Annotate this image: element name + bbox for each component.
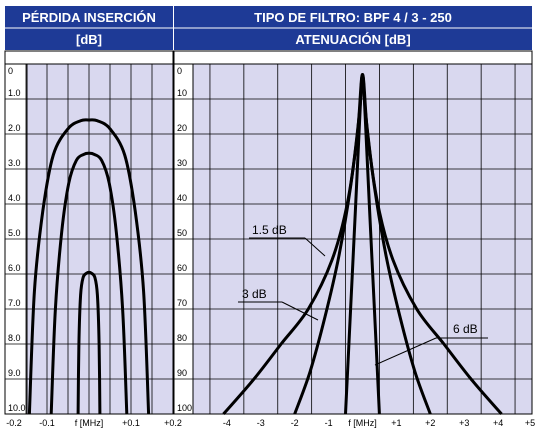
x-tick-label: -0.2 bbox=[6, 418, 22, 428]
label-1-5-db: 1.5 dB bbox=[252, 223, 287, 237]
y-tick-label: 8.0 bbox=[8, 333, 21, 343]
x-tick-label: f [MHz] bbox=[348, 418, 377, 428]
y-tick-label: 100 bbox=[177, 403, 192, 413]
label-3-db: 3 dB bbox=[242, 287, 267, 301]
y-tick-label: 80 bbox=[177, 333, 187, 343]
x-tick-label: -1 bbox=[325, 418, 333, 428]
y-tick-label: 6.0 bbox=[8, 263, 21, 273]
insertion-loss-curve bbox=[76, 270, 102, 415]
leader-3-db-arrow bbox=[281, 301, 319, 321]
top-band bbox=[4, 50, 174, 65]
y-tick-label: 30 bbox=[177, 158, 187, 168]
x-tick-label: +0.1 bbox=[122, 418, 140, 428]
y-tick-label: 60 bbox=[177, 263, 187, 273]
y-tick-label: 50 bbox=[177, 228, 187, 238]
x-tick-label: -4 bbox=[223, 418, 231, 428]
y-tick-label: 3.0 bbox=[8, 158, 21, 168]
insertion-loss-curve bbox=[49, 151, 129, 415]
x-tick-label: +5 bbox=[525, 418, 535, 428]
x-tick-label: +3 bbox=[459, 418, 469, 428]
attenuation-curve bbox=[344, 73, 381, 415]
x-tick-label: +0.2 bbox=[164, 418, 182, 428]
y-tick-label: 90 bbox=[177, 368, 187, 378]
insertion-loss-curve bbox=[27, 118, 151, 415]
x-tick-label: -0.1 bbox=[39, 418, 55, 428]
x-tick-label: -3 bbox=[257, 418, 265, 428]
leader-6-db-arrow bbox=[374, 337, 437, 366]
left-header-unit: [dB] bbox=[76, 32, 102, 47]
x-tick-label: +4 bbox=[493, 418, 503, 428]
x-tick-label: +1 bbox=[391, 418, 401, 428]
left-header-title: PÉRDIDA INSERCIÓN bbox=[22, 10, 156, 25]
right-header-title: TIPO DE FILTRO: BPF 4 / 3 - 250 bbox=[254, 10, 452, 25]
y-tick-label: 9.0 bbox=[8, 368, 21, 378]
y-tick-label: 7.0 bbox=[8, 298, 21, 308]
leader-1-5-db-arrow bbox=[304, 237, 326, 257]
right-header-unit: ATENUACIÓN [dB] bbox=[295, 32, 410, 47]
y-tick-label: 1.0 bbox=[8, 88, 21, 98]
x-tick-label: +2 bbox=[425, 418, 435, 428]
y-tick-label: 20 bbox=[177, 123, 187, 133]
x-tick-label: -2 bbox=[291, 418, 299, 428]
y-tick-label: 4.0 bbox=[8, 193, 21, 203]
label-6-db: 6 dB bbox=[453, 322, 478, 336]
y-tick-label: 5.0 bbox=[8, 228, 21, 238]
y-tick-label: 10.0 bbox=[8, 403, 26, 413]
y-tick-label: 2.0 bbox=[8, 123, 21, 133]
y-tick-label: 10 bbox=[177, 88, 187, 98]
x-tick-label: f [MHz] bbox=[75, 418, 104, 428]
top-band bbox=[173, 50, 533, 65]
y-tick-label: 0 bbox=[8, 66, 13, 76]
y-tick-label: 40 bbox=[177, 193, 187, 203]
attenuation-panel: 0 10 20 30 40 50 60 70 80 90 100 -4 -3 -2 -1 f [MHz] +1 +… bbox=[173, 50, 535, 428]
y-tick-label: 70 bbox=[177, 298, 187, 308]
insertion-loss-panel: 0 1.0 2.0 3.0 4.0 5.0 6.0 7.0 8.0 9.0 10.0 -0.2 -0.1… bbox=[4, 50, 182, 428]
y-tick-label: 0 bbox=[177, 66, 182, 76]
